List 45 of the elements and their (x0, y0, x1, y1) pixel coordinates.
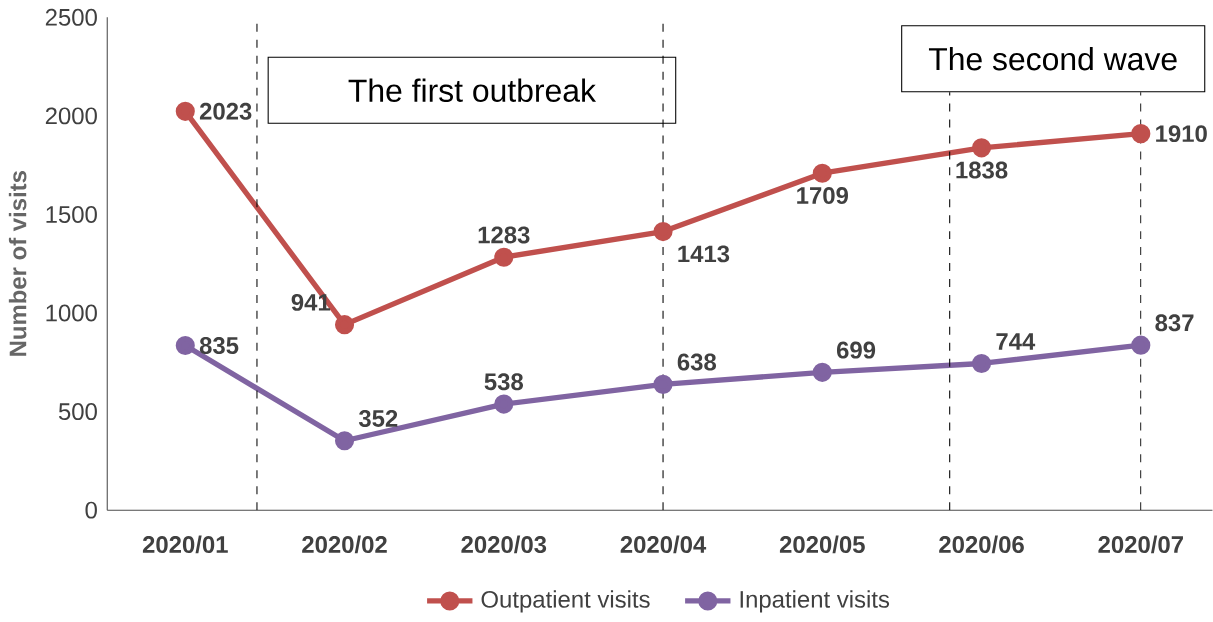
point (971, 353, 992, 373)
point (334, 314, 355, 335)
annotation: The second wave (928, 46, 1177, 71)
point (494, 394, 514, 414)
data-label: 1838 (956, 161, 1008, 179)
x-tick-label: 2020/07 (1098, 535, 1183, 554)
data-label: 744 (996, 333, 1036, 350)
legend-label: Outpatient visits (481, 590, 650, 613)
y-tick-label: 0 (85, 501, 97, 519)
data-label: 538 (484, 373, 524, 391)
y-tick-label: 2500 (45, 8, 97, 26)
data-label: 835 (199, 336, 239, 354)
data-label: 638 (677, 353, 717, 371)
x-tick-label: 2020/03 (461, 535, 547, 554)
annotation: The first outbreak (348, 78, 597, 102)
data-label: 837 (1155, 314, 1194, 332)
x-tick-label: 2020/04 (620, 535, 707, 554)
y-tick-label: 1500 (46, 205, 97, 223)
point (1131, 123, 1151, 144)
data-label: 1413 (678, 245, 730, 263)
y-axis-title: Number of visits (8, 170, 27, 356)
point (812, 163, 832, 183)
data-label: 1709 (797, 186, 849, 204)
data-label: 2023 (199, 102, 252, 120)
point (334, 431, 355, 451)
y-tick-label: 2000 (45, 107, 97, 125)
x-tick-label: 2020/02 (302, 535, 387, 554)
x-tick-label: 2020/06 (939, 535, 1024, 554)
point (653, 374, 673, 394)
x-tick-label: 2020/05 (779, 535, 865, 554)
legend-label: Inpatient visits (740, 590, 890, 613)
point (653, 221, 673, 242)
point (494, 247, 514, 267)
data-label: 699 (836, 341, 876, 359)
point (175, 101, 195, 121)
x-tick-label: 2020/01 (142, 535, 228, 554)
y-tick-label: 1000 (46, 304, 97, 322)
point (812, 362, 832, 382)
data-label: 1283 (478, 226, 530, 244)
point (175, 335, 195, 355)
data-label: 1910 (1156, 125, 1207, 142)
point (1131, 335, 1151, 355)
y-tick-label: 500 (58, 402, 97, 420)
point (971, 138, 992, 158)
data-label: 352 (358, 409, 398, 427)
